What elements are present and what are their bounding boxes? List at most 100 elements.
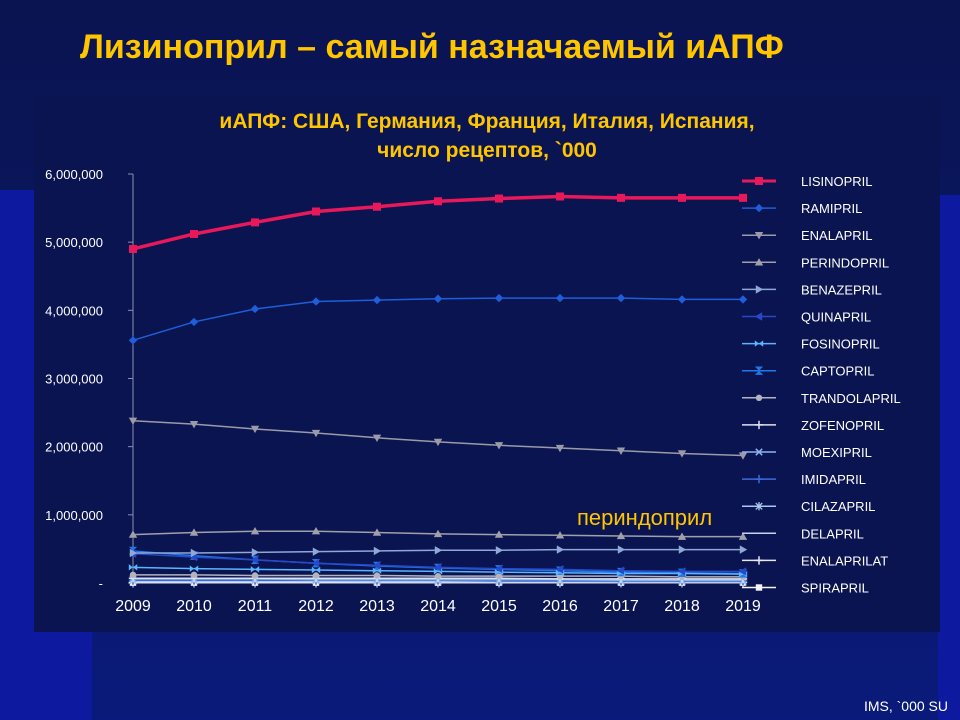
data-point-trandolapril — [312, 572, 320, 579]
data-point-ramipril — [494, 293, 504, 303]
chart-title-line2: число рецептов, `000 — [377, 139, 597, 162]
legend-label-zofenopril: ZOFENOPRIL — [801, 418, 884, 433]
data-point-trandolapril — [251, 572, 259, 579]
y-tick-label: 4,000,000 — [45, 303, 103, 318]
data-point-fosinopril — [128, 564, 138, 571]
y-tick-label: 5,000,000 — [45, 235, 103, 250]
x-tick-label: 2011 — [238, 598, 273, 615]
data-point-quinapril — [677, 567, 686, 576]
data-point-quinapril — [189, 552, 198, 562]
decor-left-bottom — [0, 630, 92, 720]
chart-panel — [34, 95, 940, 632]
legend-marker-benazepril — [755, 285, 764, 294]
x-tick-label: 2015 — [481, 598, 517, 615]
legend-marker-perindopril — [754, 258, 764, 266]
data-point-ramipril — [555, 293, 565, 303]
data-point-lisinopril — [373, 202, 381, 211]
data-point-enalapril — [555, 444, 565, 453]
data-point-enalapril — [311, 429, 321, 438]
data-point-benazepril — [312, 547, 321, 556]
data-point-lisinopril — [617, 193, 625, 202]
series-line-ramipril — [132, 297, 743, 342]
y-tick-label: 1,000,000 — [45, 508, 103, 523]
data-point-trandolapril — [495, 572, 503, 580]
legend-label-delapril: DELAPRIL — [801, 526, 864, 541]
x-tick-label: 2012 — [298, 598, 334, 615]
legend-label-fosinopril: FOSINOPRIL — [801, 337, 880, 352]
data-point-fosinopril — [494, 568, 504, 576]
data-point-quinapril — [250, 555, 259, 565]
data-point-enalapril — [616, 447, 626, 455]
data-point-lisinopril — [434, 197, 442, 206]
data-point-lisinopril — [739, 193, 747, 202]
data-point-trandolapril — [434, 572, 442, 580]
data-point-ramipril — [128, 336, 138, 345]
data-point-benazepril — [556, 545, 565, 554]
data-point-enalapril — [738, 452, 748, 460]
data-point-fosinopril — [250, 566, 260, 573]
x-tick-label: 2018 — [664, 598, 700, 615]
data-point-perindopril — [677, 532, 687, 540]
data-point-quinapril — [433, 563, 442, 572]
data-point-benazepril — [190, 548, 199, 558]
data-point-lisinopril — [129, 244, 137, 253]
legend-marker-enalaprilat — [754, 556, 764, 565]
legend-marker-cilazapril — [755, 502, 763, 511]
x-tick-label: 2013 — [359, 598, 395, 615]
data-point-perindopril — [494, 530, 504, 538]
legend-marker-zofenopril — [754, 420, 764, 430]
data-point-perindopril — [189, 528, 199, 536]
x-tick-label: 2014 — [420, 598, 456, 615]
data-point-quinapril — [738, 567, 747, 576]
data-point-enalapril — [372, 434, 382, 443]
data-point-perindopril — [738, 532, 748, 540]
legend-label-captopril: CAPTOPRIL — [801, 364, 874, 379]
data-point-ramipril — [433, 294, 443, 303]
data-point-perindopril — [311, 526, 321, 535]
slide-title: Лизиноприл – самый назначаемый иАПФ — [80, 28, 784, 66]
data-point-lisinopril — [495, 194, 503, 203]
x-tick-label: 2016 — [542, 598, 578, 615]
data-point-benazepril — [129, 548, 138, 558]
x-tick-label: 2017 — [603, 598, 639, 615]
data-point-benazepril — [251, 548, 260, 557]
data-point-lisinopril — [312, 207, 320, 216]
legend-marker-lisinopril — [755, 177, 763, 185]
data-point-quinapril — [555, 565, 564, 574]
legend-marker-fosinopril — [754, 340, 764, 347]
y-tick-label: 2,000,000 — [45, 440, 103, 455]
data-point-quinapril — [494, 564, 503, 573]
data-point-lisinopril — [678, 193, 686, 202]
data-point-ramipril — [372, 295, 382, 305]
x-tick-label: 2019 — [725, 598, 761, 615]
y-tick-label: - — [99, 576, 103, 591]
data-point-perindopril — [616, 531, 626, 540]
data-point-benazepril — [678, 545, 687, 554]
data-point-ramipril — [250, 304, 260, 314]
x-tick-label: 2010 — [176, 598, 212, 615]
legend-marker-imidapril — [754, 474, 764, 484]
legend-marker-enalapril — [754, 232, 764, 240]
legend-label-imidapril: IMIDAPRIL — [801, 472, 866, 487]
data-point-benazepril — [739, 545, 748, 554]
data-point-ramipril — [311, 297, 321, 306]
data-point-enalapril — [250, 425, 260, 434]
legend-label-trandolapril: TRANDOLAPRIL — [801, 391, 901, 406]
data-point-lisinopril — [251, 218, 259, 227]
legend-label-benazepril: BENAZEPRIL — [801, 282, 882, 297]
data-point-enalapril — [677, 450, 687, 458]
data-point-perindopril — [128, 530, 138, 538]
legend-label-spirapril: SPIRAPRIL — [801, 581, 869, 596]
data-point-enalapril — [433, 438, 443, 447]
legend-label-enalaprilat: ENALAPRILAT — [801, 553, 888, 568]
data-point-quinapril — [311, 559, 320, 568]
legend-label-cilazapril: CILAZAPRIL — [801, 499, 875, 514]
x-tick-label: 2009 — [115, 598, 151, 615]
data-point-trandolapril — [129, 571, 137, 579]
data-point-enalapril — [494, 442, 504, 450]
data-point-lisinopril — [190, 229, 198, 238]
data-point-quinapril — [372, 561, 381, 570]
series-line-enalapril — [132, 420, 744, 457]
data-point-ramipril — [616, 293, 626, 303]
